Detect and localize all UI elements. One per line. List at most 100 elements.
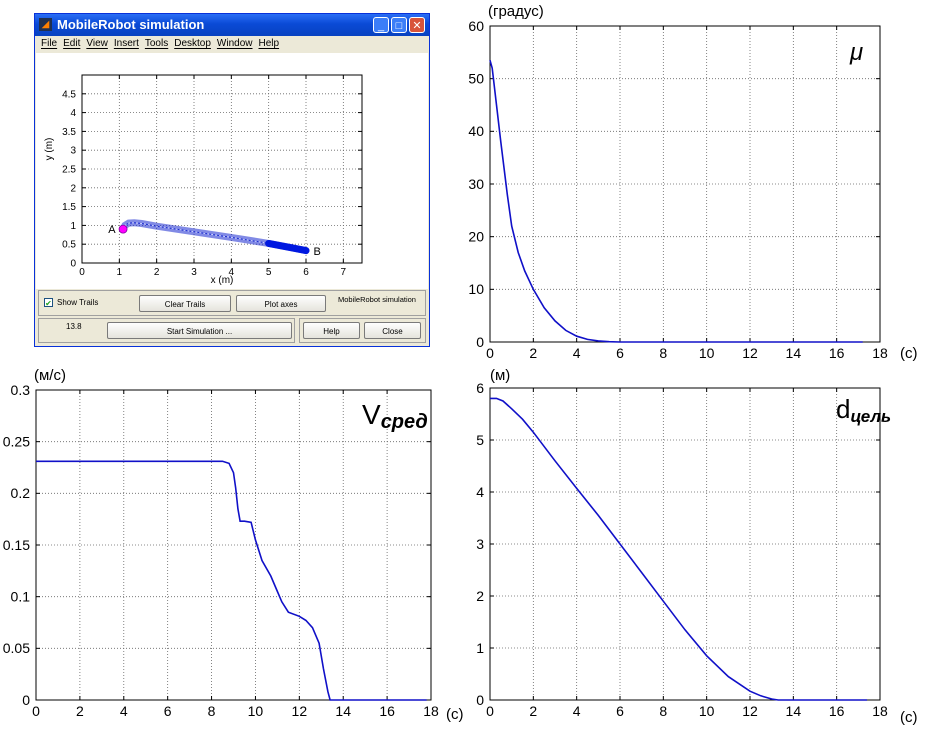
menu-window[interactable]: Window	[216, 38, 253, 49]
x-tick-label: 2	[529, 345, 537, 361]
control-panel: ✔ Show Trails Clear Trails Plot axes Mob…	[38, 290, 426, 344]
y-tick-label: 0	[476, 692, 484, 708]
simulation-name-label: MobileRobot simulation	[338, 295, 416, 304]
menu-desktop[interactable]: Desktop	[174, 38, 211, 49]
title-subscript: цель	[850, 407, 891, 426]
y-tick-label: 4.5	[62, 89, 76, 100]
y-tick-label: 0.5	[62, 240, 76, 251]
y-tick-label: 1.5	[62, 202, 76, 213]
x-tick-label: 16	[829, 345, 845, 361]
options-group	[38, 290, 426, 316]
x-tick-label: 4	[229, 267, 235, 278]
x-axis-unit-label: (c)	[900, 345, 918, 362]
maximize-button[interactable]: □	[391, 17, 407, 33]
y-tick-label: 10	[468, 281, 484, 297]
y-tick-label: 1	[70, 221, 76, 232]
x-tick-label: 3	[191, 267, 197, 278]
window-titlebar[interactable]: ◢ MobileRobot simulation _ □ ✕	[35, 14, 429, 36]
clear-trails-button[interactable]: Clear Trails	[139, 295, 231, 312]
series-line	[36, 460, 427, 701]
minimize-button[interactable]: _	[373, 17, 389, 33]
x-tick-label: 12	[742, 345, 758, 361]
simulation-window: ◢ MobileRobot simulation _ □ ✕ File Edit V…	[34, 13, 430, 347]
x-tick-label: 4	[573, 345, 581, 361]
x-tick-label: 12	[742, 703, 758, 719]
x-tick-label: 4	[120, 703, 128, 719]
mu-chart: 0 2 4 6 8 10 12 14 16 18 0 10 20 30 40 50 60(градус) (c) μ	[468, 3, 918, 362]
x-axis-label: x (m)	[211, 275, 234, 286]
trajectory-chart: 0 1 2 3 4 5 6 7 0 0.5 1 1.5 2 2.5 3 3.5 4 4.5 A Bx (m) y (m)	[44, 74, 363, 286]
x-tick-label: 16	[829, 703, 845, 719]
y-tick-label: 30	[468, 176, 484, 192]
point-label-a: A	[108, 224, 116, 236]
close-button[interactable]: Close	[364, 322, 421, 339]
x-tick-label: 0	[79, 267, 85, 278]
close-window-button[interactable]: ✕	[409, 17, 425, 33]
show-trails-checkbox[interactable]: ✔	[44, 298, 53, 308]
chart-title-v: Vсред	[362, 399, 428, 433]
velocity-chart: 0 2 4 6 8 10 12 14 16 18 0 0.05 0.1 0.15 0.2 0.25 0.3(м/…	[3, 367, 464, 723]
x-tick-label: 14	[335, 703, 351, 719]
x-tick-label: 8	[659, 703, 667, 719]
axes-frame	[35, 389, 432, 701]
x-tick-label: 2	[529, 703, 537, 719]
series-line	[490, 397, 867, 701]
x-tick-label: 7	[341, 267, 347, 278]
x-tick-label: 0	[486, 703, 494, 719]
menu-file[interactable]: File	[41, 38, 58, 49]
x-tick-label: 12	[292, 703, 308, 719]
y-axis-label: y (m)	[44, 138, 55, 161]
x-tick-label: 1	[117, 267, 123, 278]
y-tick-label: 3.5	[62, 127, 76, 138]
simulation-group	[38, 318, 295, 343]
menu-bar: File Edit View Insert Tools Desktop Window Help	[35, 36, 429, 53]
matlab-app-icon: ◢	[39, 18, 52, 31]
menu-edit[interactable]: Edit	[63, 38, 81, 49]
y-tick-label: 0.3	[11, 382, 31, 398]
y-tick-label: 40	[468, 123, 484, 139]
series-line	[489, 59, 863, 343]
x-tick-label: 0	[486, 345, 494, 361]
y-tick-label: 1	[476, 640, 484, 656]
y-tick-label: 3	[476, 536, 484, 552]
y-tick-label: 0.15	[3, 537, 30, 553]
x-tick-label: 2	[154, 267, 160, 278]
x-tick-label: 8	[659, 345, 667, 361]
y-tick-label: 0	[70, 259, 76, 270]
y-tick-label: 20	[468, 229, 484, 245]
y-tick-label: 0.05	[3, 640, 30, 656]
menu-tools[interactable]: Tools	[144, 38, 169, 49]
x-tick-label: 0	[32, 703, 40, 719]
y-tick-label: 3	[70, 146, 76, 157]
y-tick-label: 0	[22, 692, 30, 708]
menu-help[interactable]: Help	[258, 38, 280, 49]
help-button[interactable]: Help	[303, 322, 360, 339]
window-title: MobileRobot simulation	[57, 17, 205, 32]
y-tick-label: 0.1	[11, 589, 31, 605]
minimize-icon: _	[377, 20, 385, 32]
x-tick-label: 10	[699, 345, 715, 361]
x-tick-label: 16	[379, 703, 395, 719]
y-axis-unit-label: (м/с)	[34, 367, 66, 384]
start-simulation-button[interactable]: Start Simulation ...	[107, 322, 292, 339]
y-tick-label: 2	[70, 183, 76, 194]
y-tick-label: 0.2	[11, 485, 31, 501]
y-tick-label: 0.25	[3, 434, 30, 450]
x-tick-label: 14	[786, 345, 802, 361]
point-label-b: B	[314, 246, 321, 258]
y-tick-label: 5	[476, 432, 484, 448]
maximize-icon: □	[395, 20, 403, 32]
y-tick-label: 0	[476, 334, 484, 350]
y-tick-label: 60	[468, 18, 484, 34]
menu-insert[interactable]: Insert	[113, 38, 139, 49]
x-tick-label: 14	[786, 703, 802, 719]
y-tick-label: 2.5	[62, 165, 76, 176]
y-axis-unit-label: (м)	[490, 367, 510, 384]
close-icon: ✕	[412, 20, 422, 32]
menu-view[interactable]: View	[86, 38, 108, 49]
x-tick-label: 18	[423, 703, 439, 719]
help-close-group	[299, 318, 426, 343]
plot-axes-button[interactable]: Plot axes	[236, 295, 326, 312]
